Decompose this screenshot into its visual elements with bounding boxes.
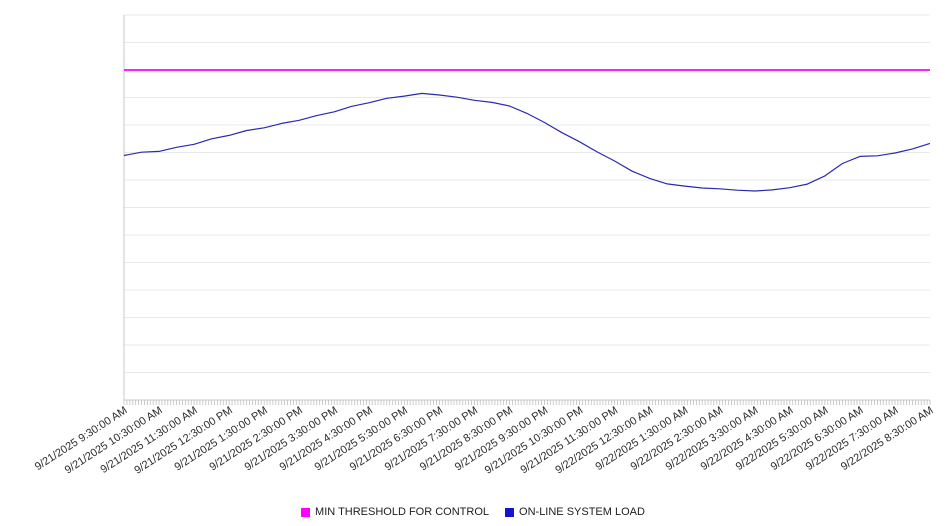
legend-label-min-threshold: MIN THRESHOLD FOR CONTROL: [315, 506, 490, 518]
chart-legend: MIN THRESHOLD FOR CONTROL ON-LINE SYSTEM…: [0, 506, 946, 518]
online-system-load-line: [123, 92, 931, 192]
legend-item-system-load: ON-LINE SYSTEM LOAD: [505, 506, 645, 518]
legend-item-min-threshold: MIN THRESHOLD FOR CONTROL: [301, 506, 489, 518]
legend-label-system-load: ON-LINE SYSTEM LOAD: [519, 506, 645, 518]
legend-swatch-magenta-icon: [301, 507, 311, 517]
legend-swatch-blue-icon: [505, 507, 515, 517]
